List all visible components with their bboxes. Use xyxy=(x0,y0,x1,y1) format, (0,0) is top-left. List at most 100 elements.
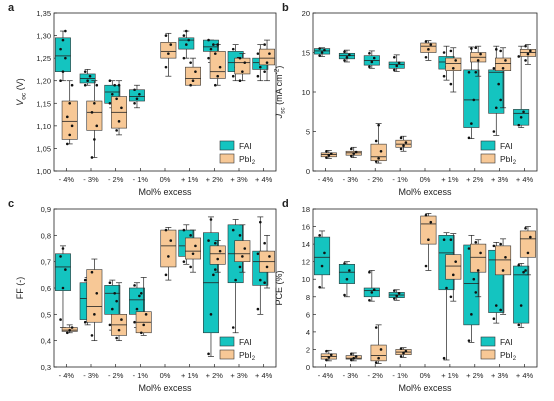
data-point xyxy=(327,153,331,157)
data-point xyxy=(189,83,192,87)
box xyxy=(209,51,226,79)
box-plot xyxy=(470,239,487,298)
data-point xyxy=(374,326,378,329)
box-plot xyxy=(79,69,96,87)
data-point xyxy=(68,328,71,332)
y-tick-label: 15 xyxy=(302,49,310,58)
box xyxy=(129,287,145,315)
data-point xyxy=(470,122,473,125)
data-point xyxy=(169,43,173,46)
box-plot xyxy=(495,238,512,315)
box xyxy=(470,243,487,273)
data-point xyxy=(449,82,453,86)
x-tick-label: - 3% xyxy=(343,175,359,184)
data-point xyxy=(265,265,269,269)
box-plot xyxy=(320,349,337,362)
data-point xyxy=(504,59,507,62)
data-point xyxy=(372,288,376,292)
data-point xyxy=(144,313,148,316)
data-point xyxy=(93,313,96,316)
x-axis-label: Mol% excess xyxy=(138,187,192,197)
box xyxy=(86,269,103,323)
data-point xyxy=(182,56,186,60)
data-point xyxy=(501,269,505,272)
y-tick-label: 14 xyxy=(302,240,310,249)
data-point xyxy=(442,74,446,78)
box xyxy=(86,100,103,131)
data-point xyxy=(350,147,353,151)
data-point xyxy=(209,313,213,316)
box-plot xyxy=(445,47,462,93)
data-point xyxy=(522,270,525,274)
data-point xyxy=(187,38,191,42)
panel-a: a 1,00 1,05 1,10 1,15 1,20 1,25 1,30 1,35 - 4% - 3… xyxy=(8,2,277,197)
data-point xyxy=(138,294,141,298)
data-point xyxy=(399,147,403,151)
box-plot xyxy=(388,54,405,72)
data-point xyxy=(325,149,328,153)
box-plot xyxy=(395,135,412,152)
data-point xyxy=(191,79,195,83)
x-tick-label: + 2% xyxy=(206,175,224,184)
data-point xyxy=(350,358,353,362)
data-point xyxy=(108,79,112,83)
box xyxy=(160,229,177,268)
box xyxy=(185,66,201,86)
box-plot xyxy=(420,213,437,271)
data-point xyxy=(70,124,74,128)
data-point xyxy=(117,83,121,87)
series-pbi2 xyxy=(320,40,536,164)
x-tick-label: - 2% xyxy=(108,175,124,184)
data-point xyxy=(379,149,383,153)
data-point xyxy=(429,43,433,46)
legend: FAI PbI2 xyxy=(480,336,517,362)
data-point xyxy=(241,255,244,258)
y-tick-label: 4 xyxy=(306,328,310,337)
data-point xyxy=(111,92,114,96)
data-point xyxy=(164,65,168,69)
data-point xyxy=(343,293,346,297)
data-point xyxy=(377,123,380,127)
y-tick-label: 1,25 xyxy=(36,54,51,63)
data-point xyxy=(451,273,455,277)
y-tick-label: 0,9 xyxy=(41,205,51,214)
box xyxy=(185,237,201,260)
data-point xyxy=(164,34,168,37)
data-point xyxy=(343,59,346,62)
data-point xyxy=(83,320,87,324)
box-plot xyxy=(370,123,387,164)
data-point xyxy=(442,51,446,54)
data-point xyxy=(476,59,480,62)
data-point xyxy=(209,47,213,51)
data-point xyxy=(397,61,401,65)
data-point xyxy=(476,269,480,272)
box-plot xyxy=(363,270,380,302)
data-point xyxy=(209,218,213,221)
y-tick-label: 16 xyxy=(302,223,310,232)
data-point xyxy=(320,264,324,268)
y-tick-label: 1,05 xyxy=(36,144,51,153)
y-tick-label: 0 xyxy=(306,363,310,372)
data-point xyxy=(424,40,428,43)
data-point xyxy=(350,352,353,356)
data-point xyxy=(318,285,321,289)
data-point xyxy=(526,52,530,56)
data-point xyxy=(427,238,430,242)
x-axis-label: Mol% excess xyxy=(398,383,452,393)
data-point xyxy=(212,43,215,46)
legend-swatch-pbi2 xyxy=(480,349,496,360)
data-point xyxy=(135,307,139,311)
data-point xyxy=(454,260,457,263)
data-point xyxy=(133,101,136,105)
box-plot xyxy=(259,234,275,289)
x-tick-label: + 3% xyxy=(230,175,248,184)
legend-label-pbi2: PbI2 xyxy=(239,350,256,362)
data-point xyxy=(323,48,326,52)
data-point xyxy=(424,213,428,217)
data-point xyxy=(207,239,210,242)
x-tick-label: - 3% xyxy=(83,175,99,184)
series-pbi2 xyxy=(320,213,536,364)
data-point xyxy=(189,265,192,269)
data-point xyxy=(522,110,525,114)
